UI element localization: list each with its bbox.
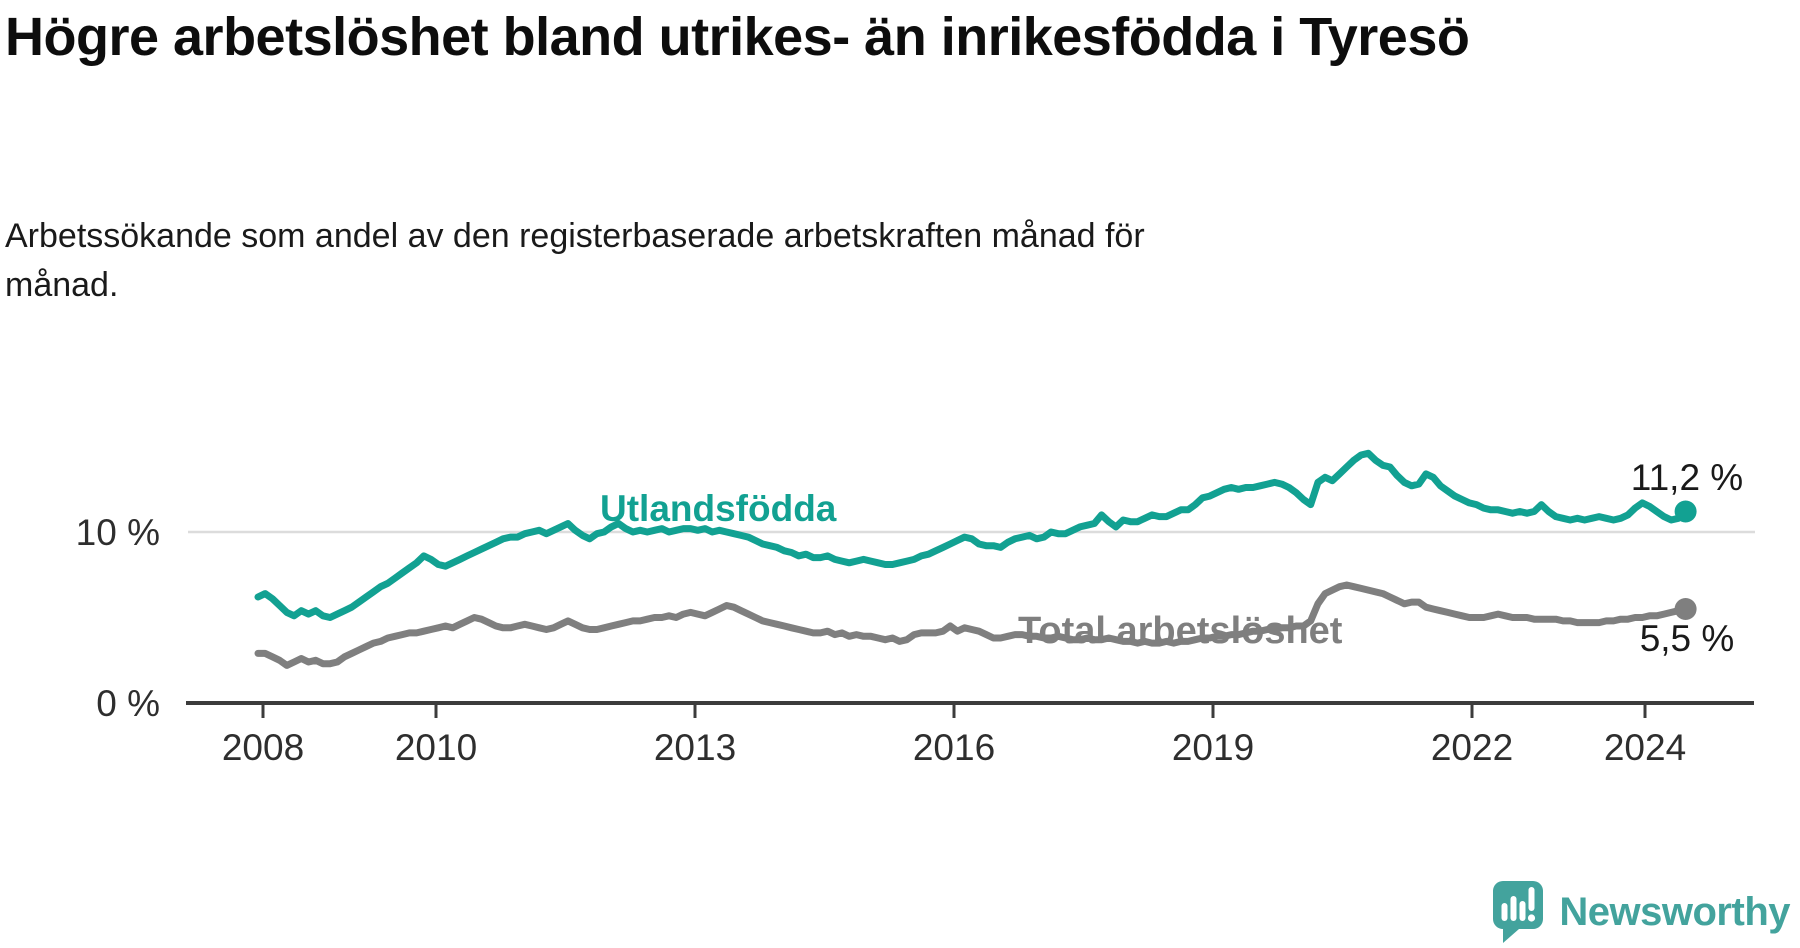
newsworthy-logo-text: Newsworthy xyxy=(1559,889,1790,934)
x-label-2010: 2010 xyxy=(395,727,477,768)
end-dot-total xyxy=(1674,598,1697,620)
end-dot-utlandsfodda xyxy=(1674,500,1697,523)
series-line-total xyxy=(254,581,1690,669)
series-line-utlandsfodda xyxy=(254,449,1690,621)
y-axis-label-10: 10 % xyxy=(76,512,160,553)
end-value-total: 5,5 % xyxy=(1640,618,1735,659)
series-label-total: Total arbetslöshet xyxy=(1018,610,1343,652)
chart-title: Högre arbetslöshet bland utrikes- än inr… xyxy=(5,7,1470,67)
x-label-2016: 2016 xyxy=(913,727,995,768)
chart-subtitle: Arbetssökande som andel av den registerb… xyxy=(5,217,1145,305)
x-label-2024: 2024 xyxy=(1604,727,1686,768)
x-axis-labels: 2008 2010 2013 2016 2019 2022 2024 xyxy=(222,727,1686,768)
x-label-2008: 2008 xyxy=(222,727,304,768)
newsworthy-logo: Newsworthy xyxy=(1490,878,1790,946)
speech-bubble-bar-chart-icon xyxy=(1493,881,1544,943)
x-label-2013: 2013 xyxy=(654,727,736,768)
x-label-2019: 2019 xyxy=(1172,727,1254,768)
end-value-utlandsfodda: 11,2 % xyxy=(1631,457,1743,498)
x-axis-ticks xyxy=(261,705,1647,718)
y-axis-label-0: 0 % xyxy=(96,683,160,724)
series-label-utlandsfodda: Utlandsfödda xyxy=(600,488,837,529)
x-label-2022: 2022 xyxy=(1431,727,1513,768)
